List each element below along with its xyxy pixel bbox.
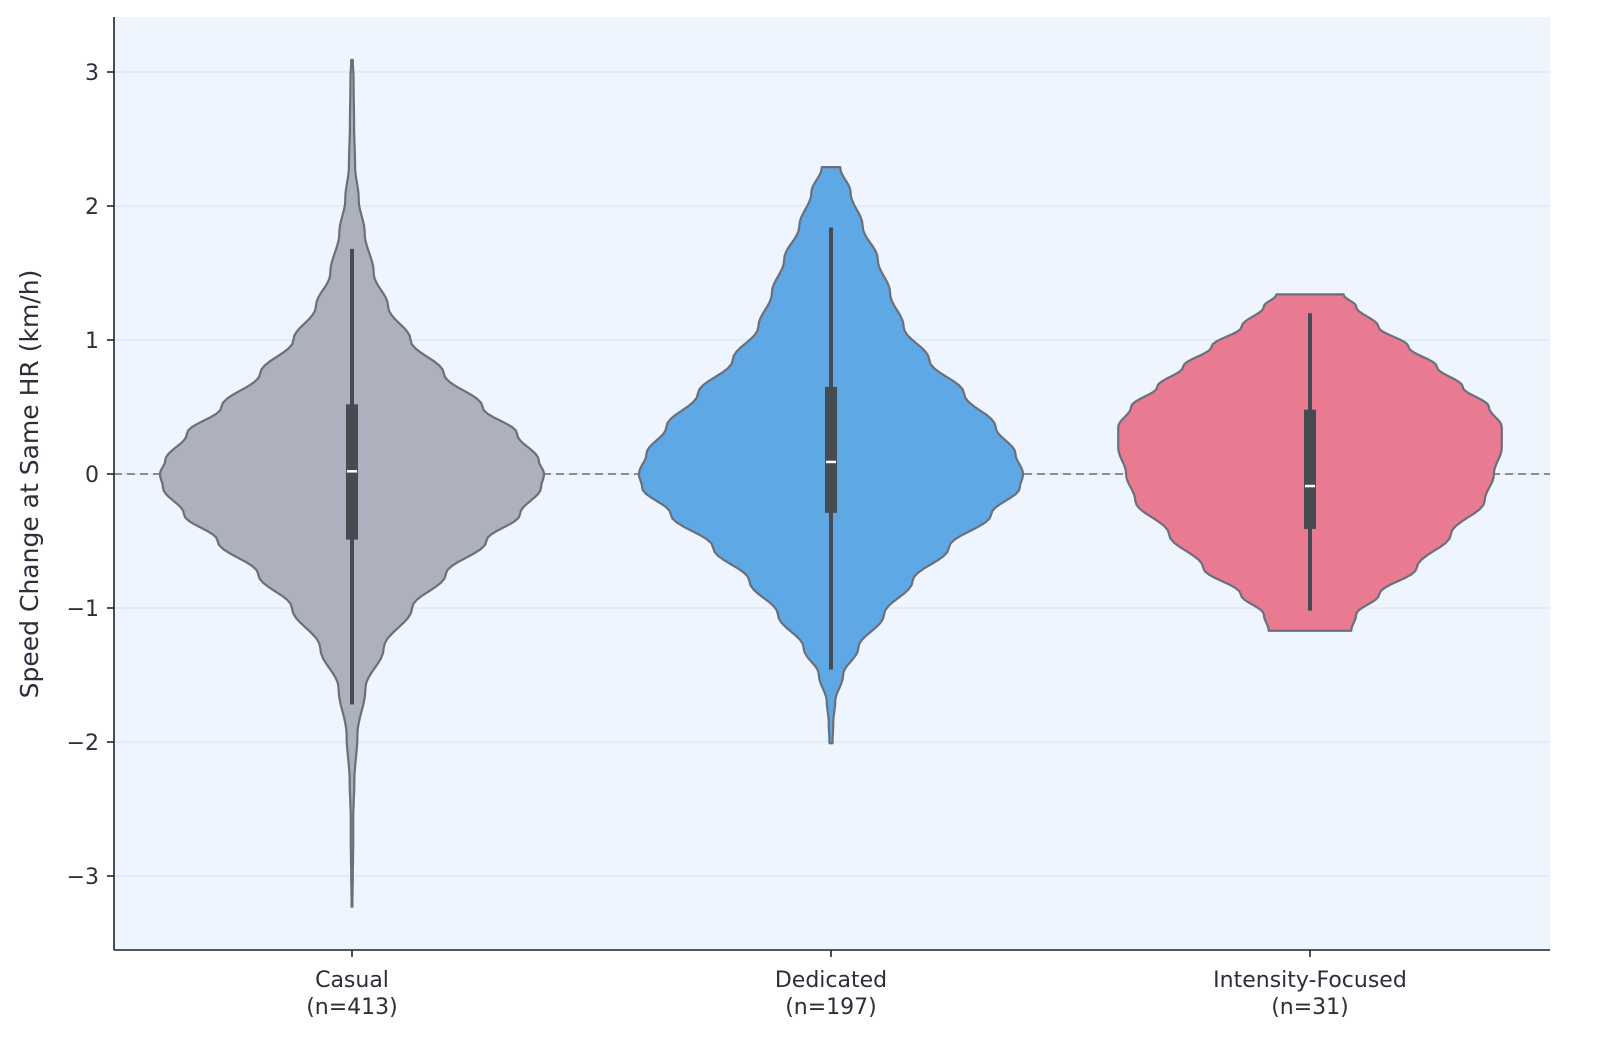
- violin-group: [1117, 293, 1503, 632]
- y-tick-label: 0: [85, 463, 99, 488]
- x-tick-label: Dedicated: [775, 968, 887, 993]
- violins: [158, 58, 1503, 908]
- y-tick-label: 1: [85, 329, 99, 354]
- violin-iqr-box: [1304, 409, 1316, 529]
- violin-group: [637, 166, 1025, 745]
- y-tick-label: −2: [67, 731, 99, 756]
- x-ticks: Casual(n=413) Dedicated(n=197) Intensity-F…: [306, 950, 1407, 1020]
- x-tick-sublabel: (n=31): [1271, 995, 1349, 1020]
- y-tick-label: 3: [85, 61, 99, 86]
- y-ticks: −3 −2 −1 0 1 2 3: [67, 61, 114, 890]
- x-tick-sublabel: (n=197): [785, 995, 877, 1020]
- y-tick-label: −1: [67, 597, 99, 622]
- x-tick-label: Casual: [315, 968, 389, 993]
- y-tick-label: −3: [67, 865, 99, 890]
- violin-group: [158, 58, 546, 908]
- x-tick-sublabel: (n=413): [306, 995, 398, 1020]
- violin-iqr-box: [825, 386, 837, 513]
- y-tick-label: 2: [85, 195, 99, 220]
- y-axis-title: Speed Change at Same HR (km/h): [15, 270, 44, 699]
- x-tick-label: Intensity-Focused: [1213, 968, 1407, 993]
